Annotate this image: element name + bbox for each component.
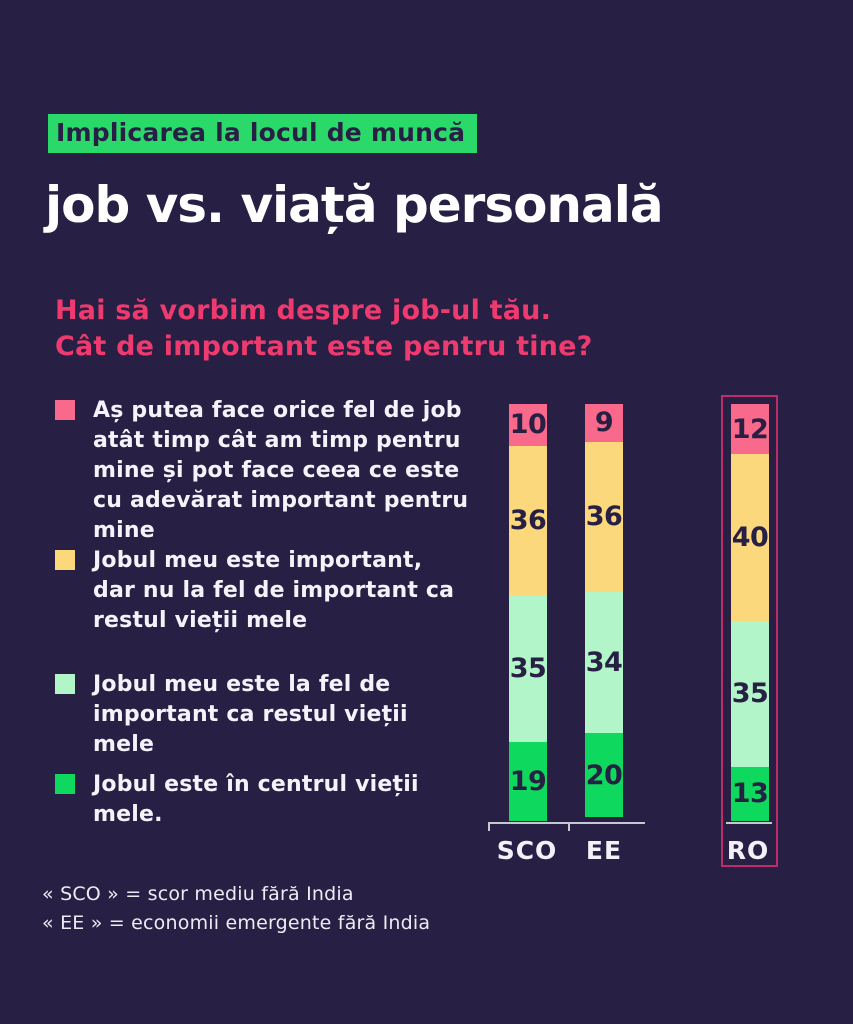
category-label-ee: EE: [585, 836, 623, 865]
legend-item-green: Jobul este în centrul vieții mele.: [55, 770, 470, 830]
segment-value-label: 35: [731, 678, 769, 710]
legend-label: Jobul este în centrul vieții mele.: [93, 772, 419, 827]
bar-segment: 36: [585, 441, 623, 592]
legend-swatch-pink: [55, 400, 75, 420]
segment-value-label: 34: [585, 647, 623, 678]
category-badge-label: Implicarea la locul de muncă: [56, 118, 466, 147]
segment-value-label: 9: [594, 407, 614, 439]
legend-swatch-green: [55, 774, 75, 794]
stacked-bar-sco: 10 36 35 19: [509, 404, 547, 821]
segment-value-label: 40: [731, 521, 769, 553]
segment-value-label: 19: [509, 765, 547, 797]
bar-segment: 34: [585, 591, 623, 734]
page-title: job vs. viață personală: [45, 176, 664, 234]
legend-label: Jobul meu este la fel de important ca re…: [93, 672, 408, 757]
legend-item-mint: Jobul meu este la fel de important ca re…: [55, 670, 470, 760]
legend-item-pink: Aș putea face orice fel de job atât timp…: [55, 396, 470, 546]
stacked-bar-ee: 9 36 34 20: [585, 404, 623, 821]
footnote-sco: « SCO » = scor mediu fără India: [42, 883, 354, 905]
segment-value-label: 13: [731, 778, 769, 810]
bar-segment: 13: [731, 766, 769, 821]
axis-line-sco-ee: [488, 822, 645, 824]
bar-segment: 9: [585, 404, 623, 442]
bar-segment: 10: [509, 404, 547, 446]
legend-swatch-mint: [55, 674, 75, 694]
footnote-ee: « EE » = economii emergente fără India: [42, 912, 431, 934]
bar-segment: 20: [585, 733, 623, 817]
segment-value-label: 10: [509, 409, 547, 441]
legend-label: Aș putea face orice fel de job atât timp…: [93, 398, 469, 543]
page-subtitle: Hai să vorbim despre job-ul tău. Cât de …: [55, 293, 655, 365]
bar-segment: 19: [509, 741, 547, 821]
subtitle-line-1: Hai să vorbim despre job-ul tău.: [55, 295, 552, 326]
segment-value-label: 20: [585, 759, 623, 791]
bar-segment: 12: [731, 404, 769, 455]
category-label-sco: SCO: [496, 836, 558, 865]
segment-value-label: 35: [509, 653, 547, 685]
axis-tick-left: [488, 822, 490, 831]
axis-line-ro: [726, 822, 772, 824]
axis-tick-middle: [568, 822, 570, 831]
subtitle-line-2: Cât de important este pentru tine?: [55, 331, 593, 362]
ro-highlight-box: [721, 395, 778, 867]
category-label-ro: RO: [726, 836, 770, 865]
segment-value-label: 36: [585, 501, 623, 533]
stacked-bar-ro: 12 40 35 13: [731, 404, 769, 821]
legend-item-yellow: Jobul meu este important, dar nu la fel …: [55, 546, 470, 636]
bar-segment: 36: [509, 445, 547, 596]
category-badge: Implicarea la locul de muncă: [48, 114, 478, 153]
legend-label: Jobul meu este important, dar nu la fel …: [93, 548, 455, 633]
bar-segment: 40: [731, 454, 769, 621]
bar-segment: 35: [731, 620, 769, 767]
segment-value-label: 12: [731, 413, 769, 445]
segment-value-label: 36: [509, 505, 547, 537]
bar-segment: 35: [509, 595, 547, 742]
legend-swatch-yellow: [55, 550, 75, 570]
